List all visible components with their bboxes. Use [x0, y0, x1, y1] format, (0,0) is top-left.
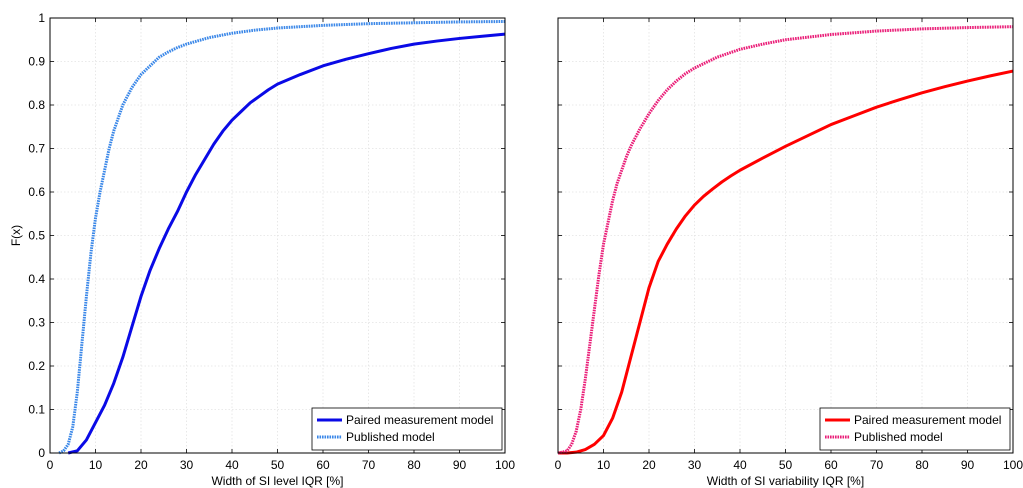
x-tick-label: 80 [407, 458, 421, 472]
x-tick-label: 30 [688, 458, 702, 472]
legend: Paired measurement model Published model [819, 407, 1011, 451]
series-line-1 [67, 32, 506, 455]
x-tick-label: 30 [180, 458, 194, 472]
series-line-2 [58, 19, 506, 455]
legend-label-1: Paired measurement model [346, 413, 493, 427]
legend-box [311, 407, 503, 451]
x-tick-label: 60 [316, 458, 330, 472]
y-tick-label: 0.6 [28, 185, 45, 199]
y-tick-label: 0.7 [28, 142, 45, 156]
x-tick-label: 60 [824, 458, 838, 472]
x-tick-label: 0 [555, 458, 562, 472]
x-tick-label: 70 [362, 458, 376, 472]
x-tick-label: 20 [642, 458, 656, 472]
x-axis-label: Width of SI variability IQR [%] [707, 474, 864, 488]
axes-box [557, 17, 1014, 454]
legend-box [819, 407, 1011, 451]
x-axis-label: Width of SI level IQR [%] [211, 474, 343, 488]
x-tick-label: 100 [495, 458, 515, 472]
y-tick-label: 0 [38, 446, 45, 460]
x-tick-label: 20 [134, 458, 148, 472]
y-tick-label: 0.4 [28, 272, 45, 286]
right-cdf-chart: 0 10 20 30 40 50 60 70 80 90 100 Width of SI variab… [555, 17, 1023, 488]
x-tick-label: 90 [961, 458, 975, 472]
x-tick-label: 0 [47, 458, 54, 472]
series-line-1 [558, 69, 1014, 455]
legend-label-2: Published model [346, 430, 435, 444]
x-tick-label: 90 [453, 458, 467, 472]
y-tick-label: 0.1 [28, 403, 45, 417]
y-tick-label: 1 [38, 11, 45, 25]
x-tick-label: 10 [597, 458, 611, 472]
y-tick-label: 0.5 [28, 229, 45, 243]
x-tick-label: 40 [225, 458, 239, 472]
left-cdf-chart: 0 10 20 30 40 50 60 70 80 90 100 0 0.1 0.2 0.3 0.4 0.5 0.… [9, 11, 515, 488]
series-line-2 [557, 25, 1014, 455]
x-tick-label: 50 [779, 458, 793, 472]
axes-box [49, 17, 506, 454]
legend: Paired measurement model Published model [311, 407, 503, 451]
y-tick-label: 0.8 [28, 98, 45, 112]
legend-label-2: Published model [854, 430, 943, 444]
x-tick-label: 40 [733, 458, 747, 472]
x-tick-label: 70 [870, 458, 884, 472]
y-tick-label: 0.2 [28, 359, 45, 373]
y-axis-label: F(x) [9, 225, 23, 246]
x-tick-label: 80 [915, 458, 929, 472]
y-tick-label: 0.9 [28, 55, 45, 69]
legend-label-1: Paired measurement model [854, 413, 1001, 427]
x-tick-label: 10 [89, 458, 103, 472]
x-tick-label: 50 [271, 458, 285, 472]
y-tick-label: 0.3 [28, 316, 45, 330]
x-tick-label: 100 [1003, 458, 1023, 472]
